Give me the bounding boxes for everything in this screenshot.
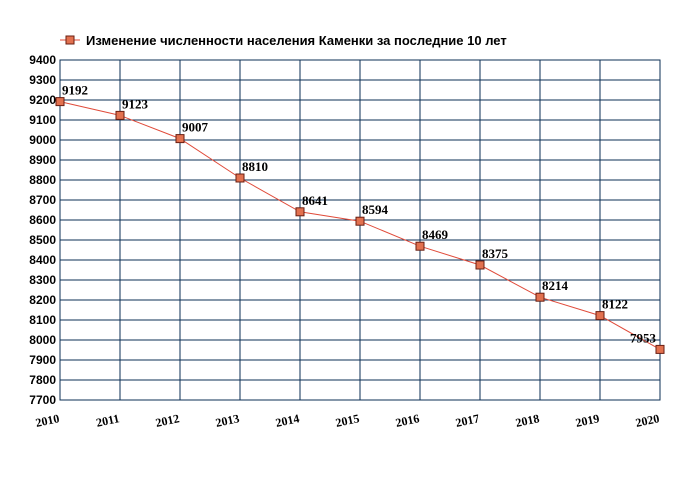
data-point bbox=[535, 292, 545, 302]
x-tick-label: 2019 bbox=[574, 411, 600, 430]
series bbox=[55, 97, 665, 354]
x-tick-label: 2018 bbox=[514, 411, 540, 430]
data-label: 8469 bbox=[422, 227, 449, 242]
data-point bbox=[115, 110, 125, 120]
data-label: 8594 bbox=[362, 202, 389, 217]
y-tick-label: 9000 bbox=[29, 133, 56, 147]
y-tick-label: 9100 bbox=[29, 113, 56, 127]
data-label: 7953 bbox=[630, 330, 657, 345]
data-point bbox=[175, 134, 185, 144]
x-tick-label: 2014 bbox=[274, 411, 300, 430]
y-tick-label: 8400 bbox=[29, 253, 56, 267]
y-tick-label: 7900 bbox=[29, 353, 56, 367]
y-axis-ticks: 7700 7800 7900 8000 8100 8200 8300 8400 8500 8600… bbox=[29, 53, 56, 407]
data-point bbox=[235, 173, 245, 183]
y-tick-label: 8800 bbox=[29, 173, 56, 187]
y-tick-label: 7800 bbox=[29, 373, 56, 387]
y-tick-label: 8200 bbox=[29, 293, 56, 307]
legend: Изменение численности населения Каменки … bbox=[60, 33, 507, 48]
data-label: 8641 bbox=[302, 193, 328, 208]
data-label: 8810 bbox=[242, 159, 268, 174]
y-tick-label: 8700 bbox=[29, 193, 56, 207]
y-tick-label: 8500 bbox=[29, 233, 56, 247]
data-label: 9192 bbox=[62, 83, 88, 98]
data-label: 9123 bbox=[122, 96, 149, 111]
x-tick-label: 2012 bbox=[154, 411, 180, 430]
y-tick-label: 8300 bbox=[29, 273, 56, 287]
data-point bbox=[355, 216, 365, 226]
grid bbox=[59, 59, 661, 401]
y-tick-label: 8600 bbox=[29, 213, 56, 227]
data-label: 8122 bbox=[602, 297, 628, 312]
data-labels: 9192 9123 9007 8810 8641 8594 8469 8375 8214 8122… bbox=[62, 83, 657, 346]
data-point bbox=[655, 344, 665, 354]
plot-frame bbox=[59, 59, 661, 401]
data-point bbox=[415, 241, 425, 251]
x-tick-label: 2013 bbox=[214, 411, 240, 430]
data-point bbox=[475, 260, 485, 270]
y-tick-label: 8900 bbox=[29, 153, 56, 167]
legend-marker bbox=[65, 35, 75, 45]
x-tick-label: 2015 bbox=[334, 411, 360, 430]
y-tick-label: 9300 bbox=[29, 73, 56, 87]
x-tick-label: 2011 bbox=[95, 411, 121, 430]
data-point bbox=[595, 311, 605, 321]
x-tick-label: 2017 bbox=[454, 411, 480, 430]
y-tick-label: 9200 bbox=[29, 93, 56, 107]
x-tick-label: 2010 bbox=[34, 411, 60, 430]
data-label: 9007 bbox=[182, 120, 209, 135]
y-tick-label: 9400 bbox=[29, 53, 56, 67]
data-label: 8214 bbox=[542, 278, 569, 293]
data-point bbox=[55, 97, 65, 107]
x-tick-label: 2016 bbox=[394, 411, 420, 430]
y-tick-label: 7700 bbox=[29, 393, 56, 407]
x-tick-label: 2020 bbox=[634, 411, 660, 430]
x-axis-ticks: 2010 2011 2012 2013 2014 2015 2016 2017 2018 2019… bbox=[34, 411, 660, 430]
data-label: 8375 bbox=[482, 246, 509, 261]
y-tick-label: 8100 bbox=[29, 313, 56, 327]
y-tick-label: 8000 bbox=[29, 333, 56, 347]
data-point bbox=[295, 207, 305, 217]
legend-label: Изменение численности населения Каменки … bbox=[86, 33, 507, 48]
